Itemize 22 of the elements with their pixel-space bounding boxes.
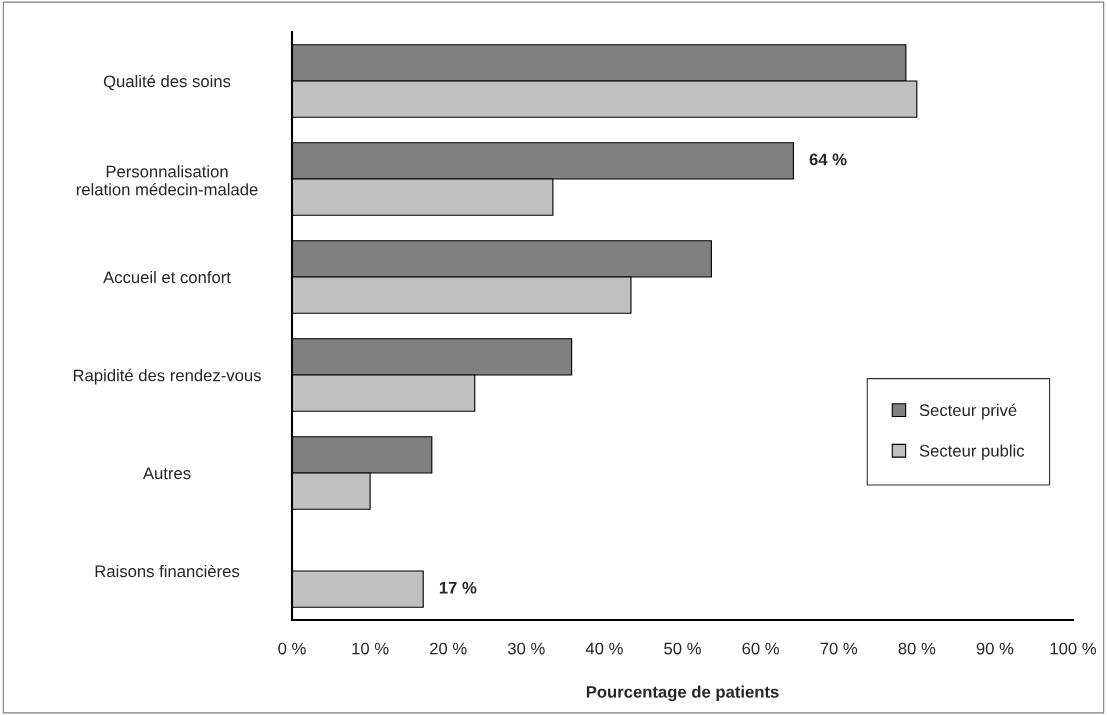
y-tick-label: Raisons financières	[95, 564, 240, 578]
x-tick-label: 80 %	[898, 642, 936, 655]
x-tick-label: 90 %	[976, 642, 1014, 655]
x-tick-label: 100 %	[1050, 642, 1097, 655]
x-tick-label: 10 %	[352, 642, 389, 655]
x-tick-label: 60 %	[742, 642, 779, 655]
data-label: 17 %	[439, 581, 477, 594]
data-label: 64 %	[809, 153, 847, 166]
x-tick-label: 30 %	[507, 642, 545, 655]
y-tick-label: Qualité des soins	[103, 74, 231, 91]
x-tick-label: 0 %	[278, 642, 306, 655]
x-tick-label: 50 %	[664, 642, 701, 655]
y-tick-label: Autres	[142, 467, 191, 480]
y-tick-label: Accueil et confort	[103, 270, 231, 284]
x-tick-label: 70 %	[820, 642, 858, 655]
legend-label: Secteur privé	[919, 403, 1017, 420]
x-axis-title: Pourcentage de patients	[586, 685, 779, 702]
y-tick-label: Rapidité des rendez-vous	[73, 368, 261, 385]
y-tick-label: Personnalisation relation médecin-malade	[76, 165, 258, 196]
x-tick-label: 20 %	[430, 642, 467, 655]
legend-label: Secteur public	[919, 444, 1025, 461]
x-tick-label: 40 %	[585, 642, 623, 655]
